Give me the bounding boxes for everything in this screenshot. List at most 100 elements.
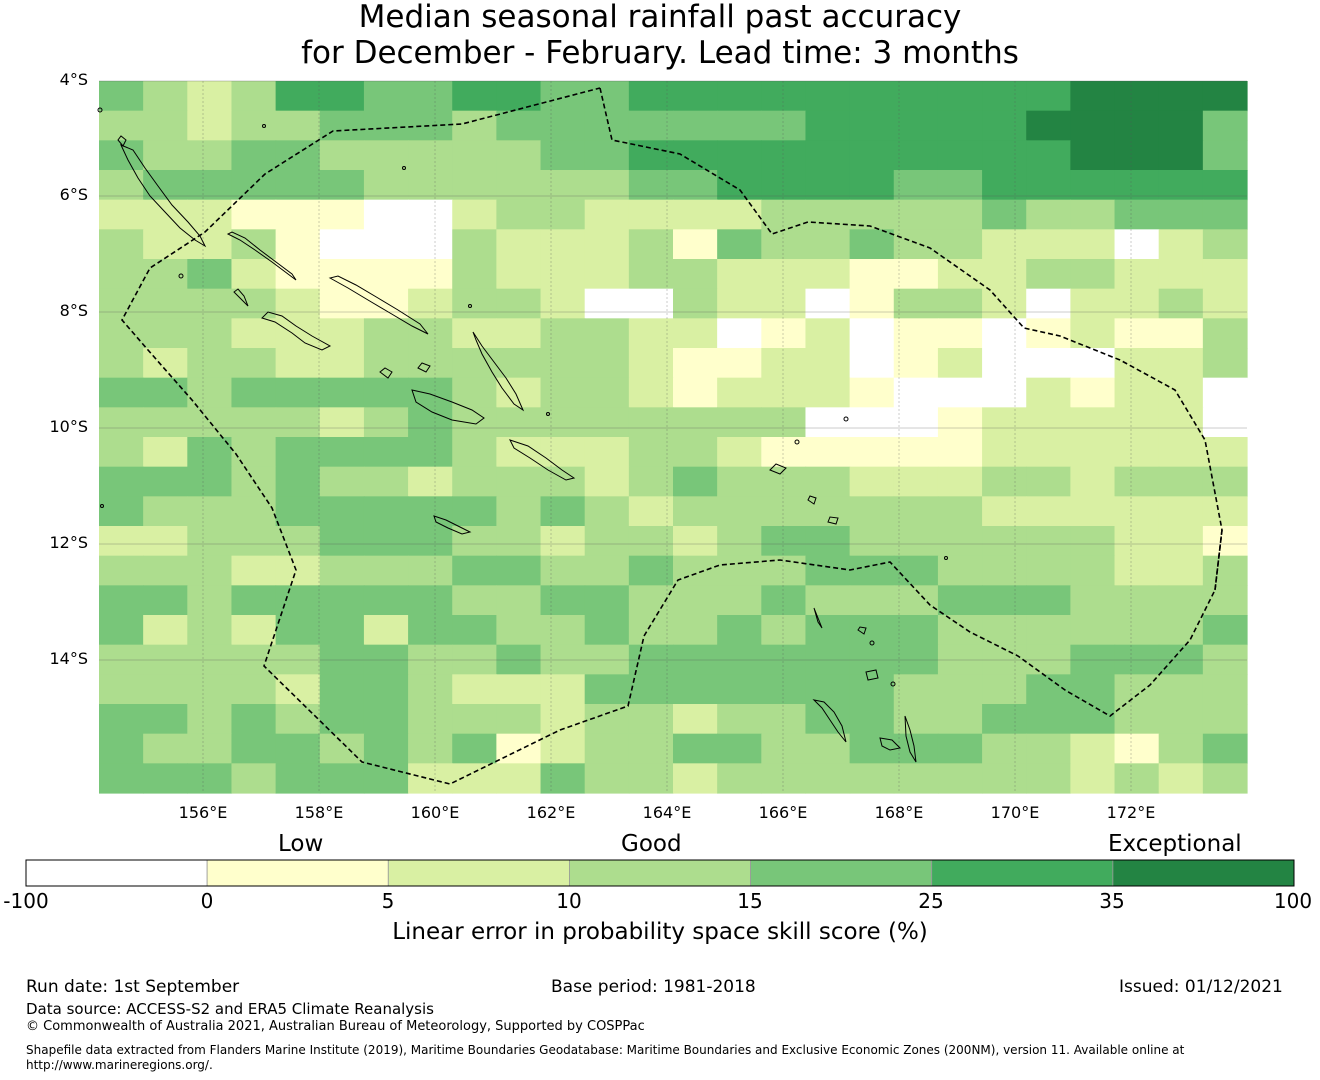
legend-axis-title: Linear error in probability space skill … <box>392 919 928 945</box>
grid-cell <box>1158 259 1204 290</box>
grid-cell <box>805 140 851 171</box>
grid-cell <box>275 704 321 735</box>
grid-cell <box>1114 763 1160 794</box>
grid-cell <box>893 526 939 557</box>
grid-cell <box>496 259 542 290</box>
grid-cell <box>1158 437 1204 468</box>
grid-cell <box>540 466 586 497</box>
coastline-vella-lavella <box>233 288 249 307</box>
grid-cell <box>496 318 542 349</box>
grid-cell <box>584 615 630 646</box>
shapefile-credit-line-2: http://www.marineregions.org/. <box>26 1058 213 1072</box>
grid-cell <box>1202 377 1248 408</box>
legend-category-good: Good <box>621 831 682 857</box>
grid-cell <box>363 377 409 408</box>
eez-boundaries <box>121 87 1223 785</box>
grid-cell <box>275 110 321 141</box>
grid-cell <box>275 259 321 290</box>
grid-cell <box>363 704 409 735</box>
grid-cell <box>99 318 144 349</box>
grid-cell <box>275 140 321 171</box>
grid-cell <box>1202 229 1248 260</box>
grid-cell <box>1114 526 1160 557</box>
coastline-buka <box>117 135 127 147</box>
grid-cell <box>849 615 895 646</box>
grid-cell <box>540 407 586 438</box>
grid-cell <box>363 437 409 468</box>
grid-cell <box>805 555 851 586</box>
grid-cell <box>99 377 144 408</box>
legend-tick-label: 0 <box>200 889 214 913</box>
grid-cell <box>1158 229 1204 260</box>
grid-cell <box>363 318 409 349</box>
grid-cell <box>717 763 762 794</box>
grid-cell <box>805 81 851 112</box>
grid-cell <box>275 496 321 527</box>
coastline-islet-h <box>468 304 472 308</box>
grid-cell <box>1026 288 1071 319</box>
grid-cell <box>673 229 718 260</box>
legend-swatch <box>1112 859 1295 887</box>
grid-cell <box>319 466 365 497</box>
grid-cell <box>496 674 542 705</box>
grid-cell <box>1202 407 1248 438</box>
grid-cell <box>231 674 277 705</box>
grid-cell <box>1114 466 1160 497</box>
grid-cell <box>319 110 365 141</box>
grid-cell <box>1026 259 1071 290</box>
grid-cell <box>275 348 321 379</box>
lon-label: 158°E <box>294 803 344 822</box>
grid-cell <box>496 81 542 112</box>
grid-cell <box>893 259 939 290</box>
grid-cell <box>982 585 1027 616</box>
grid-cell <box>982 555 1027 586</box>
grid-cell <box>231 199 277 230</box>
grid-cell <box>540 526 586 557</box>
grid-cell <box>584 407 630 438</box>
grid-cell <box>717 585 762 616</box>
grid-cell <box>363 585 409 616</box>
grid-cell <box>1158 704 1204 735</box>
grid-cell <box>584 437 630 468</box>
grid-cell <box>275 437 321 468</box>
grid-cell <box>540 377 586 408</box>
coastline-islet-i <box>546 412 550 416</box>
grid-cell <box>1158 733 1204 764</box>
grid-cell <box>761 288 807 319</box>
grid-cell <box>673 704 718 735</box>
grid-cell <box>143 704 188 735</box>
grid-cell <box>982 199 1027 230</box>
grid-cell <box>761 733 807 764</box>
grid-cell <box>849 140 895 171</box>
grid-cell <box>1114 733 1160 764</box>
grid-cell <box>673 674 718 705</box>
grid-cell <box>937 170 983 201</box>
grid-cell <box>408 674 453 705</box>
grid-cell <box>1158 763 1204 794</box>
grid-cell <box>363 199 409 230</box>
grid-cell <box>408 704 453 735</box>
grid-cell <box>893 170 939 201</box>
grid-cell <box>761 555 807 586</box>
grid-cell <box>319 170 365 201</box>
grid-cell <box>275 377 321 408</box>
grid-cell <box>1202 615 1248 646</box>
grid-cell <box>496 466 542 497</box>
grid-cell <box>408 229 453 260</box>
grid-cell <box>1070 704 1116 735</box>
grid-cell <box>275 763 321 794</box>
grid-cell <box>628 81 674 112</box>
grid-cell <box>761 348 807 379</box>
grid-cell <box>143 437 188 468</box>
grid-cell <box>496 140 542 171</box>
lon-label: 156°E <box>178 803 228 822</box>
lon-label: 160°E <box>410 803 460 822</box>
grid-cell <box>363 259 409 290</box>
grid-cell <box>99 704 144 735</box>
lon-label: 168°E <box>874 803 924 822</box>
coastline-makira <box>509 439 576 481</box>
grid-cell <box>717 170 762 201</box>
coastline-new-georgia <box>261 311 332 351</box>
grid-cell <box>717 348 762 379</box>
grid-cell <box>893 199 939 230</box>
